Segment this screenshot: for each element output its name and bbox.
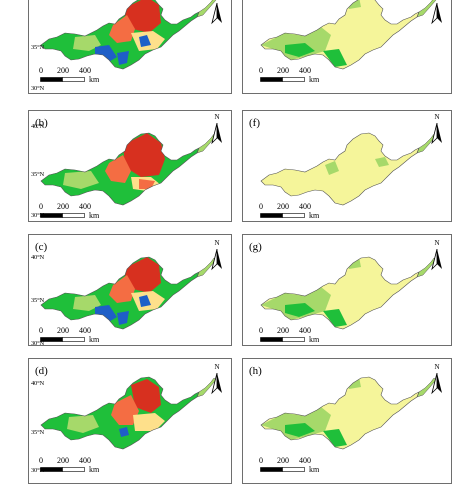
- scale-tick-label: 400: [299, 326, 311, 335]
- scale-unit-label: km: [309, 211, 320, 220]
- scale-unit-label: km: [89, 465, 100, 474]
- scale-tick-label: 200: [57, 202, 69, 211]
- north-arrow-icon: [431, 372, 443, 400]
- lat-label-40: 40°N: [31, 254, 44, 261]
- lat-label-35: 35°N: [31, 429, 44, 436]
- scale-bar: 0 200 400 km: [37, 67, 117, 85]
- scale-bar: 0 200 400 km: [257, 67, 337, 85]
- scale-bar: 0 200 400 km: [257, 203, 337, 221]
- scale-tick-label: 0: [259, 326, 263, 335]
- panel-label-c: (c): [35, 241, 48, 253]
- region-map-b: [40, 132, 217, 206]
- scale-tick-label: 200: [57, 66, 69, 75]
- region-map-a: [40, 0, 217, 70]
- north-arrow-icon: [211, 2, 223, 30]
- region-map-d: [40, 376, 217, 450]
- north-label: N: [214, 239, 220, 247]
- north-arrow-icon: [431, 2, 443, 30]
- scale-tick-label: 400: [299, 202, 311, 211]
- panel-label-b: (b): [35, 117, 48, 129]
- lat-label-30: 30°N: [31, 85, 44, 92]
- scale-tick-label: 400: [79, 456, 91, 465]
- panel-label-f: (f): [249, 117, 260, 129]
- scale-bar-graphic: [260, 337, 305, 342]
- map-panel-g: (g) N 0 200 400 km: [242, 234, 452, 346]
- scale-tick-label: 0: [259, 202, 263, 211]
- scale-tick-label: 0: [39, 66, 43, 75]
- scale-unit-label: km: [89, 335, 100, 344]
- north-label: N: [214, 113, 220, 121]
- scale-tick-label: 200: [277, 326, 289, 335]
- map-panel-h: (h) N 0 200 400 km: [242, 358, 452, 484]
- scale-tick-label: 400: [79, 326, 91, 335]
- scale-tick-label: 400: [79, 66, 91, 75]
- scale-bar-graphic: [40, 213, 85, 218]
- map-panel-e: 0 200 400 km: [242, 0, 452, 94]
- scale-bar-graphic: [40, 77, 85, 82]
- panel-label-d: (d): [35, 365, 48, 377]
- scale-tick-label: 400: [79, 202, 91, 211]
- map-panel-a: 35°N 30°N 0 200 400 km: [28, 0, 232, 94]
- scale-tick-label: 200: [57, 326, 69, 335]
- scale-bar-graphic: [40, 337, 85, 342]
- scale-tick-label: 200: [277, 66, 289, 75]
- panel-label-g: (g): [249, 241, 262, 253]
- scale-tick-label: 200: [277, 456, 289, 465]
- map-panel-c: (c) 40°N 35°N 30°N N 0 200 400 km: [28, 234, 232, 346]
- scale-tick-label: 0: [259, 456, 263, 465]
- scale-tick-label: 0: [39, 202, 43, 211]
- region-map-c: [40, 256, 217, 330]
- lat-label-35: 35°N: [31, 171, 44, 178]
- region-map-h: [260, 376, 437, 450]
- north-arrow-icon: [211, 248, 223, 276]
- scale-bar: 0 200 400 km: [37, 457, 117, 475]
- scale-bar: 0 200 400 km: [257, 457, 337, 475]
- region-map-f: [260, 132, 437, 206]
- region-map-g: [260, 256, 437, 330]
- lat-label-30: 30°N: [31, 340, 44, 346]
- lat-label-40: 40°N: [31, 123, 44, 130]
- scale-unit-label: km: [309, 75, 320, 84]
- north-arrow-icon: [211, 372, 223, 400]
- scale-unit-label: km: [89, 211, 100, 220]
- scale-unit-label: km: [309, 465, 320, 474]
- lat-label-30: 30°N: [31, 467, 44, 474]
- scale-bar: 0 200 400 km: [37, 203, 117, 221]
- scale-unit-label: km: [89, 75, 100, 84]
- scale-bar-graphic: [260, 467, 305, 472]
- scale-tick-label: 0: [39, 326, 43, 335]
- scale-bar-graphic: [260, 213, 305, 218]
- region-map-e: [260, 0, 437, 70]
- north-label: N: [214, 363, 220, 371]
- north-label: N: [434, 239, 440, 247]
- scale-tick-label: 0: [39, 456, 43, 465]
- lat-label-30: 30°N: [31, 212, 44, 219]
- north-arrow-icon: [211, 122, 223, 150]
- scale-bar-graphic: [260, 77, 305, 82]
- lat-label-35: 35°N: [31, 297, 44, 304]
- scale-tick-label: 200: [277, 202, 289, 211]
- north-arrow-icon: [431, 248, 443, 276]
- scale-tick-label: 400: [299, 66, 311, 75]
- panel-label-h: (h): [249, 365, 262, 377]
- map-panel-d: (d) 40°N 35°N 30°N N 0 200 400 km: [28, 358, 232, 484]
- north-arrow-icon: [431, 122, 443, 150]
- scale-tick-label: 0: [259, 66, 263, 75]
- scale-bar: 0 200 400 km: [37, 327, 117, 345]
- map-panel-b: (b) 40°N 35°N 30°N N 0 200 400 km: [28, 110, 232, 222]
- lat-label-40: 40°N: [31, 380, 44, 387]
- north-label: N: [434, 113, 440, 121]
- map-panel-f: (f) N 0 200 400 km: [242, 110, 452, 222]
- scale-tick-label: 400: [299, 456, 311, 465]
- scale-bar-graphic: [40, 467, 85, 472]
- scale-unit-label: km: [309, 335, 320, 344]
- scale-bar: 0 200 400 km: [257, 327, 337, 345]
- scale-tick-label: 200: [57, 456, 69, 465]
- lat-label-35: 35°N: [31, 44, 44, 51]
- north-label: N: [434, 363, 440, 371]
